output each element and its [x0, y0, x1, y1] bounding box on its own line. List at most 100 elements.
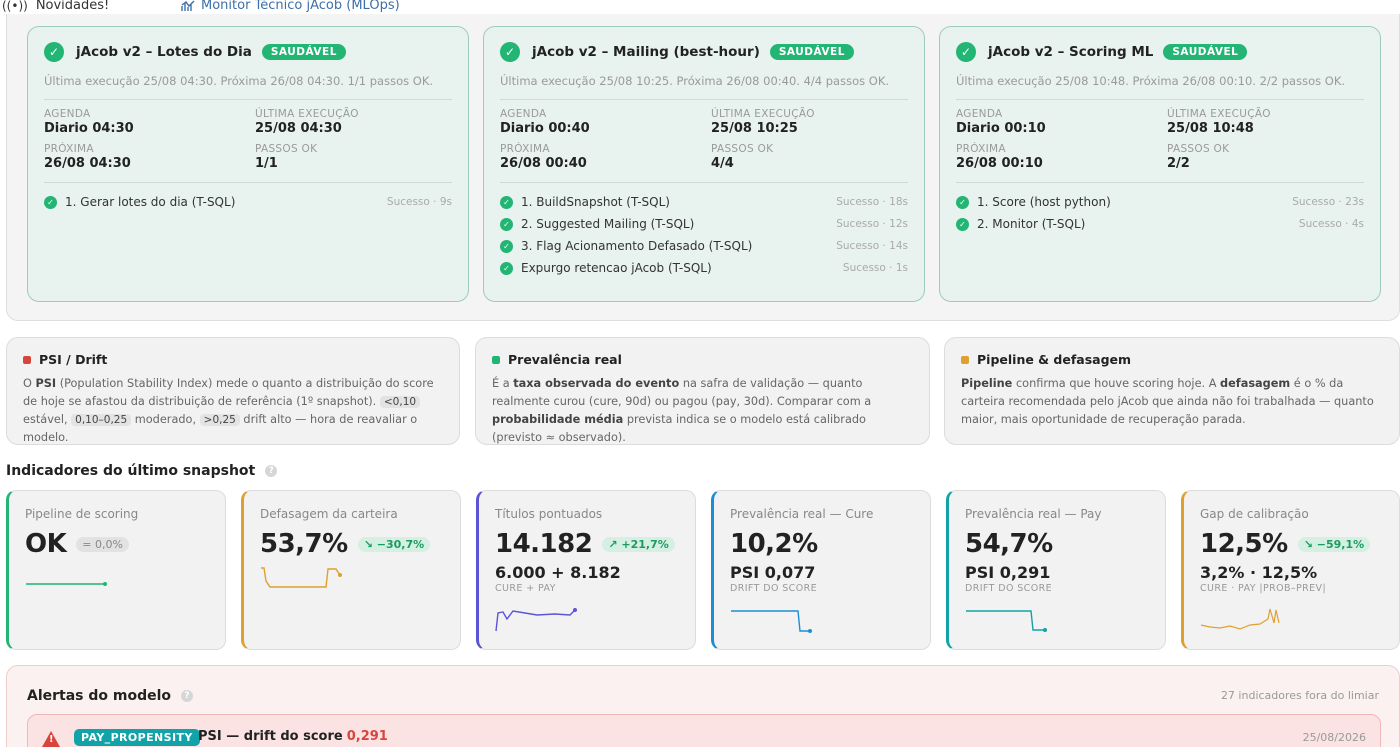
- help-icon[interactable]: ?: [265, 465, 278, 477]
- kpi-secondary: 3,2% · 12,5%: [1200, 563, 1318, 582]
- monitor-link[interactable]: Monitor Técnico jAcob (MLOps): [181, 0, 400, 13]
- status-badge: SAUDÁVEL: [769, 44, 854, 60]
- pipeline-card-lotes[interactable]: ✓ jAcob v2 – Lotes do Dia SAUDÁVEL Últim…: [27, 26, 469, 302]
- pipeline-fields: AGENDA Diario 00:40 ÚLTIMA EXECUÇÃO 25/08 …: [500, 108, 908, 173]
- alerts-count: 27 indicadores fora do limiar: [1220, 689, 1379, 702]
- alert-text: PSI — drift do score 0,291: [198, 729, 388, 744]
- divider: [956, 182, 1364, 183]
- step-name: 2. Monitor (T-SQL): [977, 217, 1086, 231]
- info-body: Pipeline confirma que houve scoring hoje…: [961, 375, 1383, 429]
- divider: [956, 99, 1364, 100]
- pipeline-summary: Última execução 25/08 10:25. Próxima 26/…: [500, 74, 890, 88]
- step-status: Sucesso · 23s: [1292, 196, 1364, 208]
- text: O: [23, 377, 36, 390]
- warning-icon: !: [42, 731, 60, 747]
- pipeline-card-scoring[interactable]: ✓ jAcob v2 – Scoring ML SAUDÁVEL Última …: [939, 26, 1381, 302]
- kpi-secondary-label: CURE + PAY: [495, 583, 556, 594]
- info-body: O PSI (Population Stability Index) mede …: [23, 375, 443, 447]
- field-label: PASSOS OK: [255, 143, 318, 155]
- kpi-label: Gap de calibração: [1200, 507, 1309, 521]
- divider: [44, 99, 452, 100]
- field-label: PASSOS OK: [1167, 143, 1230, 155]
- field-value: Diario 00:40: [500, 121, 590, 136]
- kpi-value: 12,5%: [1200, 529, 1288, 559]
- divider: [44, 182, 452, 183]
- info-body: É a taxa observada do evento na safra de…: [492, 375, 913, 447]
- step-row: ✓ 2. Monitor (T-SQL) Sucesso · 4s: [956, 213, 1364, 235]
- text: confirma que houve scoring hoje. A: [1012, 377, 1221, 390]
- pipeline-card-mailing[interactable]: ✓ jAcob v2 – Mailing (best-hour) SAUDÁVE…: [483, 26, 925, 302]
- pipeline-steps: ✓ 1. Score (host python) Sucesso · 23s ✓ 2.…: [956, 191, 1364, 235]
- kpi-label: Defasagem da carteira: [260, 507, 398, 521]
- news-label: Novidades!: [35, 0, 110, 13]
- text: drift alto — hora de reavaliar o modelo.: [23, 413, 418, 444]
- divider: [500, 182, 908, 183]
- field-value: 25/08 10:25: [711, 121, 798, 136]
- kpi-card-pipeline[interactable]: Pipeline de scoring OK = 0,0%: [6, 490, 226, 650]
- pipeline-title: jAcob v2 – Lotes do Dia: [76, 44, 252, 60]
- alerts-title: Alertas do modelo: [27, 688, 172, 704]
- step-name: 2. Suggested Mailing (T-SQL): [521, 217, 695, 231]
- kpi-secondary-label: CURE · PAY |PROB–PREV|: [1200, 583, 1327, 594]
- pipeline-title: jAcob v2 – Mailing (best-hour): [532, 44, 760, 60]
- field-value: 2/2: [1167, 156, 1190, 171]
- field-value: Diario 04:30: [44, 121, 134, 136]
- pipeline-steps: ✓ 1. BuildSnapshot (T-SQL) Sucesso · 18s ✓…: [500, 191, 908, 279]
- step-row: ✓ 3. Flag Acionamento Defasado (T-SQL) Suc…: [500, 235, 908, 257]
- kpi-secondary: 6.000 + 8.182: [495, 563, 621, 582]
- top-bar: ((•)) Novidades! Monitor Técnico jAcob (…: [0, 0, 1400, 16]
- step-status: Sucesso · 9s: [386, 196, 452, 208]
- field-label: ÚLTIMA EXECUÇÃO: [711, 108, 815, 120]
- bold-text: Pipeline: [961, 377, 1013, 390]
- field-value: 26/08 04:30: [44, 156, 131, 171]
- check-circle-icon: ✓: [500, 42, 520, 62]
- check-circle-icon: ✓: [956, 195, 969, 209]
- bold-text: taxa observada do evento: [513, 377, 680, 390]
- kpi-card-pay[interactable]: Prevalência real — Pay 54,7% PSI 0,291 D…: [946, 490, 1166, 650]
- bold-text: PSI: [35, 377, 57, 390]
- step-name: 1. Score (host python): [977, 195, 1111, 209]
- pipeline-fields: AGENDA Diario 00:10 ÚLTIMA EXECUÇÃO 25/08 …: [956, 108, 1364, 173]
- step-name: 1. Gerar lotes do dia (T-SQL): [65, 195, 236, 209]
- kpi-card-defasagem[interactable]: Defasagem da carteira 53,7% ↘ −30,7%: [241, 490, 461, 650]
- field-value: 1/1: [255, 156, 278, 171]
- field-label: ÚLTIMA EXECUÇÃO: [1167, 108, 1271, 120]
- pipeline-steps: ✓ 1. Gerar lotes do dia (T-SQL) Sucesso · …: [44, 191, 452, 213]
- status-badge: SAUDÁVEL: [1163, 44, 1248, 60]
- indicators-heading: Indicadores do último snapshot ?: [6, 463, 278, 479]
- info-card-psi: PSI / Drift O PSI (Population Stability …: [6, 337, 460, 445]
- kpi-card-gap[interactable]: Gap de calibração 12,5% ↘ −59,1% 3,2% · 1…: [1181, 490, 1400, 650]
- kpi-secondary: PSI 0,077: [730, 563, 816, 582]
- chart-icon: [181, 0, 195, 11]
- step-row: ✓ 1. Score (host python) Sucesso · 23s: [956, 191, 1364, 213]
- check-circle-icon: ✓: [956, 217, 969, 231]
- kpi-secondary: PSI 0,291: [965, 563, 1051, 582]
- kpi-label: Prevalência real — Pay: [965, 507, 1102, 521]
- kpi-card-titulos[interactable]: Títulos pontuados 14.182 ↗ +21,7% 6.000 +…: [476, 490, 696, 650]
- step-row: ✓ Expurgo retencao jAcob (T-SQL) Sucesso ·…: [500, 257, 908, 279]
- step-status: Sucesso · 18s: [836, 196, 908, 208]
- field-value: 26/08 00:10: [956, 156, 1043, 171]
- pipeline-summary: Última execução 25/08 04:30. Próxima 26/…: [44, 74, 434, 88]
- step-status: Sucesso · 4s: [1298, 218, 1364, 230]
- text: é o % da carteira recomendada pelo jAcob…: [961, 377, 1374, 426]
- step-status: Sucesso · 14s: [836, 240, 908, 252]
- check-circle-icon: ✓: [500, 261, 513, 275]
- help-icon[interactable]: ?: [181, 690, 194, 702]
- green-square-icon: [492, 355, 500, 364]
- step-status: Sucesso · 1s: [842, 262, 908, 274]
- step-name: Expurgo retencao jAcob (T-SQL): [521, 261, 712, 275]
- status-badge: SAUDÁVEL: [261, 44, 346, 60]
- text: moderado,: [131, 413, 200, 426]
- bold-text: defasagem: [1220, 377, 1291, 390]
- field-label: AGENDA: [956, 108, 1003, 120]
- news-link[interactable]: ((•)) Novidades!: [2, 0, 109, 13]
- info-title: PSI / Drift: [39, 352, 108, 367]
- broadcast-icon: ((•)): [2, 0, 28, 13]
- kpi-card-cure[interactable]: Prevalência real — Cure 10,2% PSI 0,077 …: [711, 490, 931, 650]
- info-title: Pipeline & defasagem: [977, 352, 1132, 367]
- kpi-delta: = 0,0%: [76, 536, 129, 552]
- kpi-label: Pipeline de scoring: [25, 507, 139, 521]
- alert-row[interactable]: ! PAY_PROPENSITY PSI — drift do score 0,2…: [27, 714, 1381, 747]
- sparkline: [26, 582, 107, 586]
